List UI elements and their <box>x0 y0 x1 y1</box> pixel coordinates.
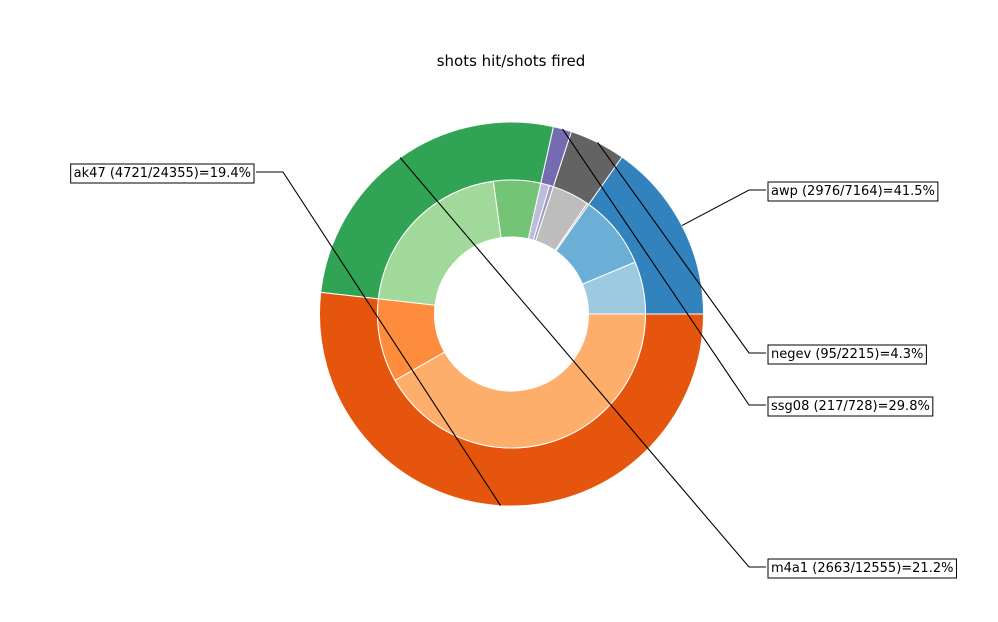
slice-label-box-m4a1 <box>767 558 957 579</box>
slice-label-box-ssg08 <box>767 396 934 417</box>
leader-line-ssg08 <box>562 128 766 406</box>
slice-label-awp: awp (2976/7164)=41.5% <box>771 184 935 199</box>
leader-line-negev <box>597 142 766 354</box>
leader-lines <box>256 128 766 568</box>
slice-label-box-negev <box>767 344 927 365</box>
leader-line-ak47 <box>256 171 502 506</box>
slice-labels: awp (2976/7164)=41.5% negev (95/2215)=4.3… <box>70 163 957 579</box>
leader-line-awp <box>681 189 766 227</box>
outer-ring <box>319 121 705 507</box>
inner-wedge-miss-negev <box>554 202 590 252</box>
slice-label-ssg08: ssg08 (217/728)=29.8% <box>771 399 930 414</box>
slice-label-negev: negev (95/2215)=4.3% <box>771 347 923 362</box>
leader-line-m4a1 <box>399 157 766 568</box>
inner-wedge-hit-ak47 <box>394 313 647 449</box>
chart-title: shots hit/shots fired <box>437 52 586 70</box>
slice-label-m4a1: m4a1 (2663/12555)=21.2% <box>771 561 953 576</box>
slice-label-ak47: ak47 (4721/24355)=19.4% <box>74 166 251 181</box>
slice-label-box-ak47 <box>70 163 255 184</box>
inner-wedge-hit-m4a1 <box>377 180 502 306</box>
inner-wedge-miss-awp <box>581 261 647 315</box>
inner-wedge-miss-ak47 <box>377 298 446 382</box>
inner-ring <box>377 179 647 449</box>
inner-wedge-miss-m4a1 <box>492 179 542 240</box>
inner-wedge-miss-ssg08 <box>532 184 554 242</box>
slice-label-box-awp <box>767 181 939 202</box>
